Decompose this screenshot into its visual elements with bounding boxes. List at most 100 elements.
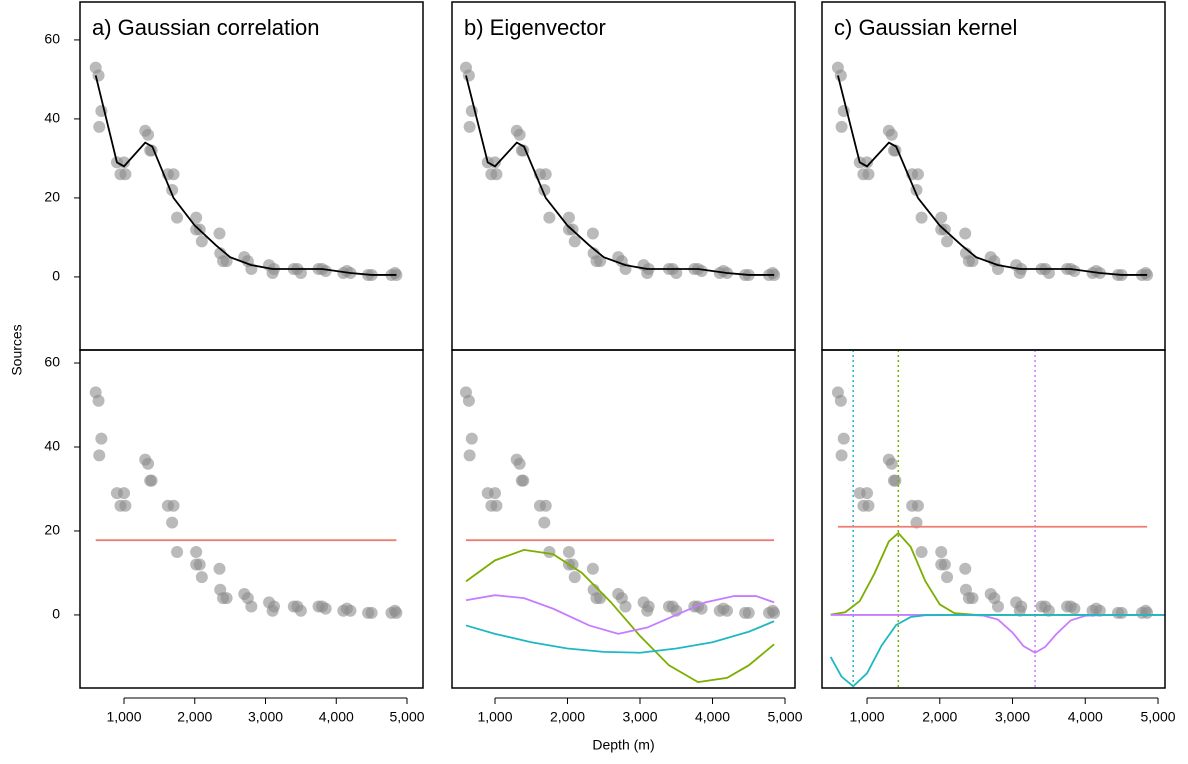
x-tick-label: 3,000 [622,709,657,725]
point [619,600,632,613]
panel-frame [79,349,424,689]
point [991,600,1004,613]
point [539,168,552,181]
point [885,457,898,470]
point [488,487,501,500]
point [193,558,206,571]
point [562,545,575,558]
point [768,606,781,619]
point [465,432,478,445]
y-tick-label: 0 [52,606,60,622]
point [119,168,132,181]
x-tick-label: 3,000 [995,709,1030,725]
panel-frame [451,1,796,351]
point [167,168,180,181]
point [190,211,203,224]
panel-frame [451,349,796,689]
line [830,531,1165,616]
x-tick-label: 4,000 [695,709,730,725]
point [695,264,708,277]
x-tick-label: 1,000 [477,709,512,725]
x-tick-label: 2,000 [922,709,957,725]
point [594,592,607,605]
point [95,432,108,445]
point [462,69,475,82]
point [1015,600,1028,613]
point [490,168,503,181]
point [562,211,575,224]
point [463,449,476,462]
point [835,120,848,133]
point [1068,602,1081,615]
line [465,594,775,635]
point [594,255,607,268]
point [642,600,655,613]
y-tick-label: 20 [44,522,60,538]
point [294,266,307,279]
point [319,264,332,277]
point [390,606,403,619]
point [142,457,155,470]
point [267,600,280,613]
panel-title: a) Gaussian correlation [92,15,319,40]
point [517,474,530,487]
point [365,606,378,619]
point [670,266,683,279]
point [319,602,332,615]
line [837,75,1148,276]
point [190,545,203,558]
point [837,432,850,445]
x-tick-label: 2,000 [177,709,212,725]
point [915,545,928,558]
x-axis-label: Depth (m) [592,737,654,753]
x-tick-label: 5,000 [389,709,424,725]
point [568,571,581,584]
point [513,457,526,470]
point [220,592,233,605]
point [966,592,979,605]
point [915,211,928,224]
point [862,499,875,512]
line [465,620,775,654]
point [462,394,475,407]
point [889,474,902,487]
point [513,128,526,141]
x-tick-label: 4,000 [1068,709,1103,725]
point [885,128,898,141]
y-tick-label: 40 [44,438,60,454]
point [1042,604,1055,617]
point [245,600,258,613]
point [118,487,131,500]
point [92,69,105,82]
point [911,168,924,181]
point [861,487,874,500]
point [911,499,924,512]
point [543,545,556,558]
point [834,69,847,82]
point [586,227,599,240]
x-tick-label: 5,000 [767,709,802,725]
panel-frame [821,349,1166,689]
x-tick-label: 3,000 [248,709,283,725]
point [171,545,184,558]
point [195,235,208,248]
point [966,255,979,268]
point [93,449,106,462]
point [538,516,551,529]
point [543,211,556,224]
point [938,558,951,571]
point [294,604,307,617]
point [935,211,948,224]
point [1141,606,1154,619]
point [566,558,579,571]
point [1093,604,1106,617]
line [94,75,397,276]
point [941,571,954,584]
y-tick-label: 20 [44,189,60,205]
x-tick-label: 1,000 [850,709,885,725]
point [862,168,875,181]
x-tick-label: 4,000 [319,709,354,725]
point [490,499,503,512]
point [959,562,972,575]
